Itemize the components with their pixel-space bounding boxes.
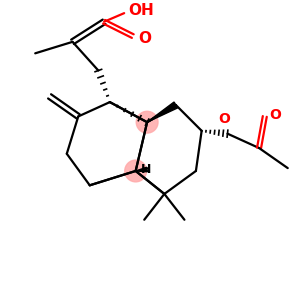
Text: O: O [219, 112, 230, 126]
Text: OH: OH [128, 3, 154, 18]
Polygon shape [136, 167, 147, 172]
Polygon shape [147, 102, 178, 122]
Text: O: O [138, 32, 151, 46]
Circle shape [125, 160, 147, 182]
Circle shape [136, 111, 158, 133]
Text: O: O [269, 108, 281, 122]
Text: H: H [141, 163, 152, 176]
